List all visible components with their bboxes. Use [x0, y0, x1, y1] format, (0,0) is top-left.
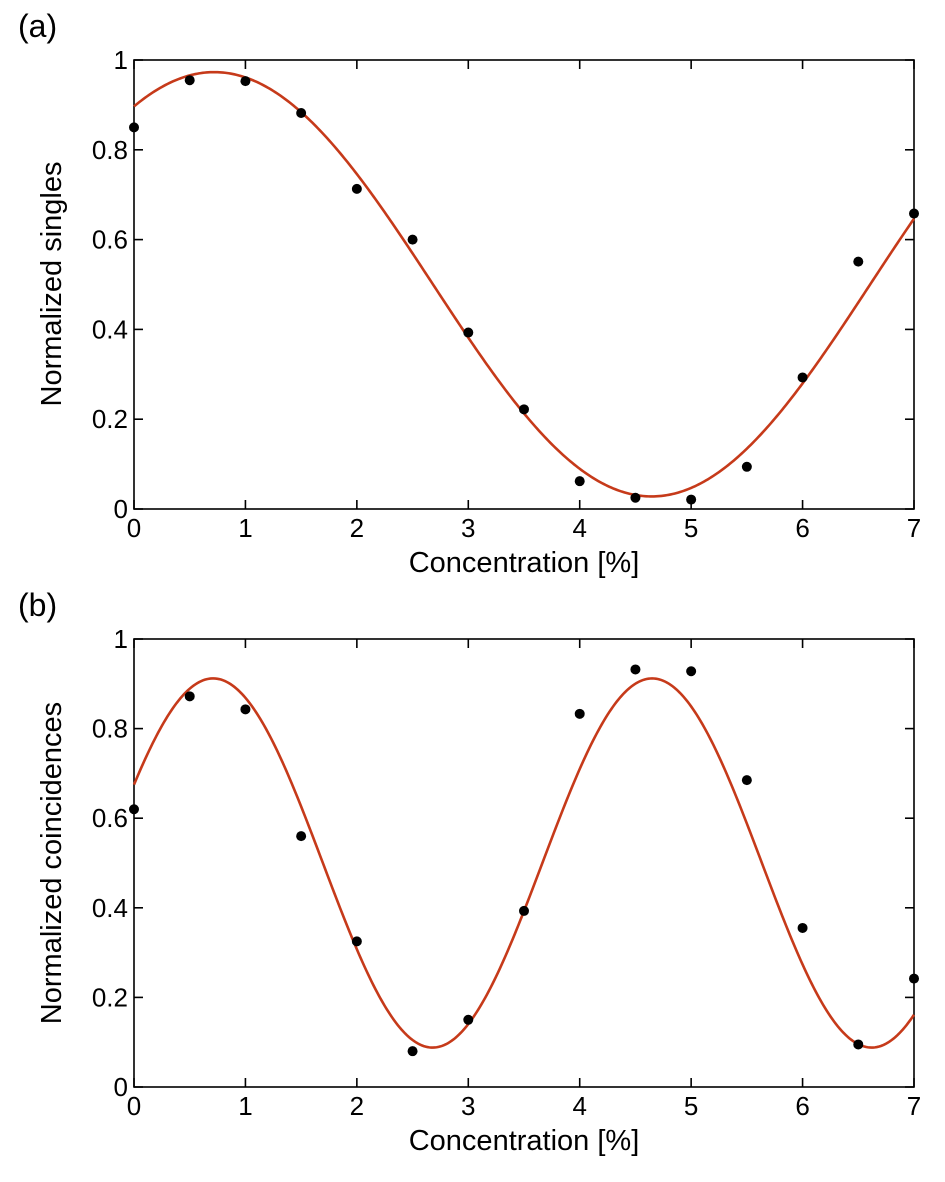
panel-a-x-ticks — [133, 60, 915, 509]
x-tick-label: 4 — [572, 1091, 586, 1121]
x-tick-label: 4 — [572, 513, 586, 543]
y-tick-label: 0.2 — [92, 404, 128, 434]
x-tick-label: 6 — [795, 513, 809, 543]
y-tick-label: 1 — [114, 45, 128, 75]
data-point — [686, 666, 697, 677]
data-point — [630, 664, 641, 675]
x-tick-label: 2 — [350, 1091, 364, 1121]
panel-a-plot-frame — [133, 59, 915, 510]
data-point — [686, 494, 697, 505]
y-tick-label: 0.8 — [92, 714, 128, 744]
data-point — [853, 256, 864, 267]
data-point — [853, 1039, 864, 1050]
y-tick-label: 0.6 — [92, 803, 128, 833]
panel-b-y-axis-label: Normalized coincidences — [36, 702, 68, 1024]
y-tick-label: 0.4 — [92, 314, 128, 344]
y-tick-label: 0 — [114, 494, 128, 524]
data-point — [574, 476, 585, 487]
y-tick-label: 0.4 — [92, 893, 128, 923]
data-point — [797, 372, 808, 383]
panel-a-data-points — [129, 75, 919, 505]
data-point — [909, 208, 919, 219]
panel-a-fit-curve — [133, 70, 916, 498]
data-point — [351, 936, 362, 947]
x-tick-label: 1 — [238, 513, 252, 543]
data-point — [630, 492, 641, 503]
data-point — [909, 973, 919, 984]
data-point — [351, 183, 362, 194]
x-tick-label: 0 — [127, 513, 141, 543]
data-point — [407, 1046, 418, 1057]
data-point — [184, 75, 195, 86]
panel-b-x-axis-label: Concentration [%] — [409, 1125, 640, 1157]
data-point — [129, 122, 139, 133]
panel-a-y-axis-label: Normalized singles — [36, 162, 68, 407]
data-point — [574, 708, 585, 719]
panel-b-data-points — [129, 664, 919, 1057]
y-tick-label: 0.8 — [92, 135, 128, 165]
data-point — [129, 804, 139, 815]
panel-b-plot-frame — [133, 638, 915, 1088]
panel-b-x-ticks — [133, 639, 915, 1087]
x-tick-label: 5 — [684, 513, 698, 543]
x-tick-label: 7 — [907, 513, 921, 543]
data-point — [296, 107, 307, 118]
x-tick-label: 0 — [127, 1091, 141, 1121]
y-tick-label: 0.6 — [92, 225, 128, 255]
y-tick-label: 0.2 — [92, 982, 128, 1012]
x-tick-label: 7 — [907, 1091, 921, 1121]
x-tick-label: 5 — [684, 1091, 698, 1121]
panel-b: (b) 0 1 2 3 4 5 6 7 0 0.2 0.4 0.6 0.8 1 … — [18, 587, 921, 1157]
data-point — [407, 234, 418, 245]
panel-a-label: (a) — [18, 8, 57, 44]
x-tick-label: 3 — [461, 1091, 475, 1121]
panel-a-x-axis-label: Concentration [%] — [409, 547, 640, 579]
panel-a: (a) 0 1 2 3 4 5 6 7 0 0.2 0.4 0.6 0.8 1 … — [18, 8, 921, 579]
data-point — [463, 327, 474, 338]
panel-a-y-ticks — [134, 59, 914, 510]
data-point — [797, 922, 808, 933]
data-point — [519, 404, 529, 415]
panel-b-y-ticks — [134, 638, 914, 1088]
data-point — [741, 775, 752, 786]
data-point — [741, 461, 752, 472]
x-tick-label: 2 — [350, 513, 364, 543]
x-tick-label: 3 — [461, 513, 475, 543]
panel-b-x-tick-labels: 0 1 2 3 4 5 6 7 — [127, 1091, 921, 1121]
data-point — [240, 704, 251, 715]
panel-a-x-tick-labels: 0 1 2 3 4 5 6 7 — [127, 513, 921, 543]
y-tick-label: 0 — [114, 1072, 128, 1102]
data-point — [463, 1014, 474, 1025]
data-point — [519, 905, 529, 916]
panel-b-y-tick-labels: 0 0.2 0.4 0.6 0.8 1 — [92, 624, 128, 1102]
y-tick-label: 1 — [114, 624, 128, 654]
data-point — [296, 831, 307, 842]
x-tick-label: 1 — [238, 1091, 252, 1121]
panel-b-fit-curve — [132, 677, 916, 1049]
panel-b-label: (b) — [18, 587, 57, 623]
data-point — [240, 76, 251, 87]
panel-a-y-tick-labels: 0 0.2 0.4 0.6 0.8 1 — [92, 45, 128, 524]
x-tick-label: 6 — [795, 1091, 809, 1121]
data-point — [184, 691, 195, 702]
